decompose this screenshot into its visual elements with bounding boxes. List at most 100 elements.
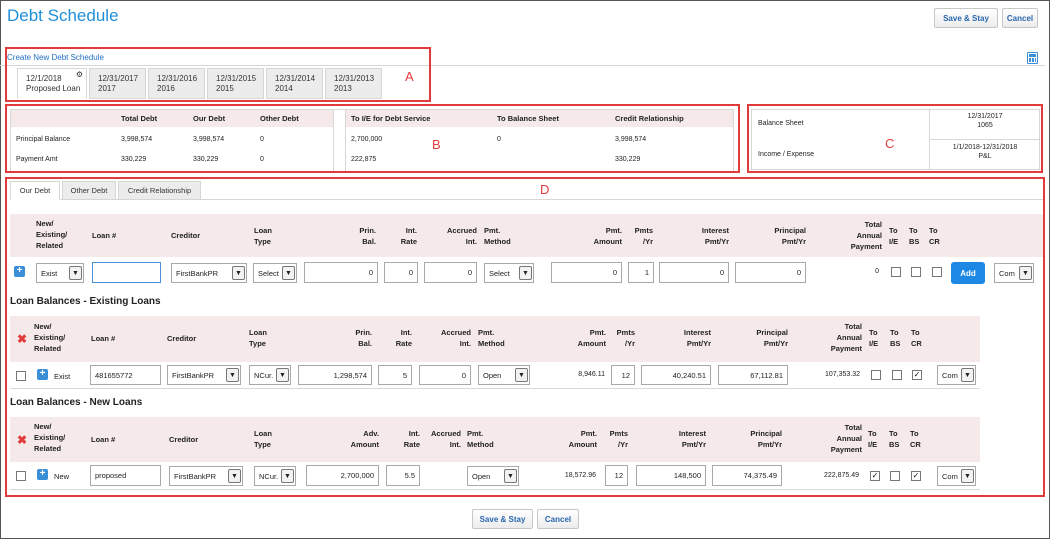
col-pmts-yr: Pmts/Yr bbox=[616, 328, 635, 348]
principal-input[interactable]: 74,375.49 bbox=[712, 465, 782, 486]
loan-type-select[interactable]: NCur. ▼ bbox=[249, 365, 291, 385]
col-creditor-link[interactable]: Creditor bbox=[169, 435, 199, 444]
tab-other-debt[interactable]: Other Debt bbox=[62, 181, 116, 200]
tab-our-debt[interactable]: Our Debt bbox=[10, 181, 60, 200]
cancel-button-top[interactable]: Cancel bbox=[1002, 8, 1038, 28]
summary-value: 2,700,000 bbox=[351, 136, 383, 143]
loan-number-input[interactable] bbox=[92, 262, 161, 283]
row-select-checkbox[interactable] bbox=[16, 471, 26, 481]
to-bs-checkbox[interactable] bbox=[892, 370, 902, 380]
to-cr-checkbox[interactable]: ✓ bbox=[911, 471, 921, 481]
creditor-select[interactable]: FirstBankPR ▼ bbox=[169, 466, 243, 486]
pmt-method-select[interactable]: Open ▼ bbox=[467, 466, 519, 486]
to-ie-checkbox[interactable] bbox=[891, 267, 901, 277]
chevron-down-icon: ▼ bbox=[228, 469, 241, 483]
save-stay-button-top[interactable]: Save & Stay bbox=[934, 8, 998, 28]
tab-date: 12/31/2016 bbox=[157, 74, 198, 83]
summary-divider bbox=[333, 110, 346, 171]
pmt-method-select[interactable]: Open ▼ bbox=[478, 365, 530, 385]
loan-type-select[interactable]: NCur. ▼ bbox=[254, 466, 296, 486]
tab-schedule-2014[interactable]: 12/31/2014 2014 bbox=[266, 68, 323, 99]
loan-number-input[interactable]: proposed bbox=[90, 465, 161, 486]
tab-date: 12/31/2014 bbox=[275, 74, 316, 83]
col-pmts-yr: Pmts/Yr bbox=[609, 429, 628, 449]
pmt-method-select[interactable]: Select ▼ bbox=[484, 263, 534, 283]
to-ie-checkbox[interactable]: ✓ bbox=[870, 471, 880, 481]
to-ie-checkbox[interactable] bbox=[871, 370, 881, 380]
creditor-select[interactable]: FirstBankPR ▼ bbox=[167, 365, 241, 385]
col-pmt-method: Pmt. Method bbox=[478, 328, 505, 348]
prin-bal-input[interactable]: 1,298,574 bbox=[298, 365, 372, 385]
pmt-amount-input[interactable]: 0 bbox=[551, 262, 622, 283]
chevron-down-icon: ▼ bbox=[282, 266, 295, 280]
creditor-value: FirstBankPR bbox=[176, 268, 219, 278]
prin-bal-input[interactable]: 0 bbox=[304, 262, 378, 283]
add-loan-button[interactable]: Add bbox=[951, 262, 985, 284]
interest-input[interactable]: 148,500 bbox=[636, 465, 706, 486]
plus-square-icon[interactable]: + bbox=[14, 266, 25, 277]
to-bs-checkbox[interactable] bbox=[890, 471, 900, 481]
summary-value: 3,998,574 bbox=[121, 136, 153, 143]
adv-amount-input[interactable]: 2,700,000 bbox=[306, 465, 379, 486]
principal-input[interactable]: 67,112.81 bbox=[718, 365, 788, 385]
statement-date[interactable]: 1/1/2018-12/31/2018 bbox=[952, 144, 1018, 151]
col-to-bs: To BS bbox=[909, 226, 920, 246]
summary-value: 3,998,574 bbox=[615, 136, 647, 143]
row-select-checkbox[interactable] bbox=[16, 371, 26, 381]
to-cr-checkbox[interactable] bbox=[932, 267, 942, 277]
x-icon[interactable]: ✖ bbox=[17, 433, 28, 447]
tab-schedule-proposed[interactable]: 12/1/2018 Proposed Loan ⚙ bbox=[17, 68, 87, 99]
col-pmt-method: Pmt. Method bbox=[484, 226, 511, 246]
comment-select[interactable]: Com ▼ bbox=[937, 466, 976, 486]
tab-schedule-2013[interactable]: 12/31/2013 2013 bbox=[325, 68, 382, 99]
x-icon[interactable]: ✖ bbox=[17, 332, 28, 346]
create-schedule-link[interactable]: Create New Debt Schedule bbox=[7, 53, 104, 62]
int-rate-input[interactable]: 5 bbox=[378, 365, 412, 385]
pmt-amount-value: 18,572.96 bbox=[564, 472, 596, 479]
comment-select[interactable]: Com ▼ bbox=[937, 365, 976, 385]
pmts-yr-input[interactable]: 12 bbox=[605, 465, 628, 486]
tab-credit-relationship[interactable]: Credit Relationship bbox=[118, 181, 201, 200]
creditor-select[interactable]: FirstBankPR ▼ bbox=[171, 263, 247, 283]
calculator-icon[interactable] bbox=[1027, 52, 1038, 64]
interest-input[interactable]: 0 bbox=[659, 262, 729, 283]
comment-select[interactable]: Com ▼ bbox=[994, 263, 1034, 283]
interest-input[interactable]: 40,240.51 bbox=[641, 365, 711, 385]
loan-number-input[interactable]: 481655772 bbox=[90, 365, 161, 385]
col-pmt-amount: Pmt. Amount bbox=[577, 328, 606, 348]
tab-schedule-2017[interactable]: 12/31/2017 2017 bbox=[89, 68, 146, 99]
plus-square-icon[interactable]: + bbox=[37, 469, 48, 480]
status-select[interactable]: Exist ▼ bbox=[36, 263, 84, 283]
cancel-button-bottom[interactable]: Cancel bbox=[537, 509, 579, 529]
status-text: Exist bbox=[54, 372, 71, 381]
col-principal: Principal Pmt/Yr bbox=[756, 328, 788, 348]
chevron-down-icon: ▼ bbox=[515, 368, 528, 382]
row-divider bbox=[10, 388, 980, 389]
to-cr-checkbox[interactable]: ✓ bbox=[912, 370, 922, 380]
int-rate-input[interactable]: 0 bbox=[384, 262, 418, 283]
tab-schedule-2016[interactable]: 12/31/2016 2016 bbox=[148, 68, 205, 99]
comment-value: Com bbox=[999, 268, 1015, 278]
principal-input[interactable]: 0 bbox=[735, 262, 806, 283]
col-creditor-link[interactable]: Creditor bbox=[167, 334, 197, 343]
tab-name: 2015 bbox=[216, 84, 234, 93]
col-principal: Principal Pmt/Yr bbox=[750, 429, 782, 449]
accrued-int-input[interactable]: 0 bbox=[419, 365, 471, 385]
loan-type-select[interactable]: Select ▼ bbox=[253, 263, 297, 283]
tab-date: 12/1/2018 bbox=[26, 74, 62, 83]
accrued-int-input[interactable]: 0 bbox=[424, 262, 477, 283]
save-stay-button-bottom[interactable]: Save & Stay bbox=[472, 509, 533, 529]
pmts-yr-input[interactable]: 1 bbox=[628, 262, 654, 283]
col-to-ie: To I/E bbox=[889, 226, 899, 246]
int-rate-input[interactable]: 5.5 bbox=[386, 465, 420, 486]
status-value: Exist bbox=[41, 268, 58, 278]
total-annual-value: 222,875.49 bbox=[823, 472, 859, 479]
col-total-annual: Total Annual Payment bbox=[830, 423, 862, 454]
gear-icon[interactable]: ⚙ bbox=[75, 70, 83, 79]
statement-date[interactable]: 12/31/2017 bbox=[967, 113, 1003, 120]
pmts-yr-input[interactable]: 12 bbox=[611, 365, 635, 385]
plus-square-icon[interactable]: + bbox=[37, 369, 48, 380]
to-bs-checkbox[interactable] bbox=[911, 267, 921, 277]
tab-schedule-2015[interactable]: 12/31/2015 2015 bbox=[207, 68, 264, 99]
col-creditor-link[interactable]: Creditor bbox=[171, 231, 201, 240]
